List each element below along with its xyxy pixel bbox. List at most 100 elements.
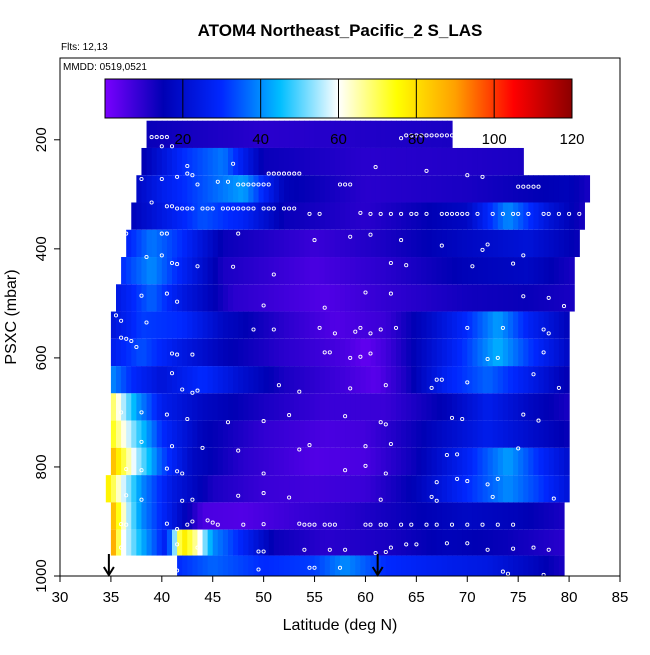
heatmap-cell [294, 393, 300, 421]
sample-point [388, 260, 393, 266]
heatmap-cell [278, 120, 285, 148]
x-tick-label: 85 [612, 589, 629, 606]
sample-point [159, 135, 164, 140]
heatmap-cell [401, 120, 407, 148]
heatmap-cell [431, 311, 438, 339]
sample-point [531, 372, 536, 377]
heatmap-cell [477, 311, 484, 339]
heatmap-cell [238, 147, 244, 176]
heatmap-cell [294, 338, 300, 367]
heatmap-cell [497, 447, 504, 476]
heatmap-cell [334, 529, 341, 556]
heatmap-cell [228, 338, 234, 367]
heatmap-cell [492, 147, 499, 176]
heatmap-cell [508, 338, 514, 367]
heatmap-cell [243, 202, 249, 230]
heatmap-cell [523, 338, 529, 367]
heatmap-cell [324, 284, 331, 312]
sample-point [169, 371, 175, 376]
heatmap-cell [360, 366, 367, 394]
sample-point [302, 547, 307, 552]
heatmap-cell [416, 393, 423, 421]
heatmap-cell [121, 502, 127, 530]
heatmap-cell [345, 147, 351, 176]
sample-point [455, 211, 460, 216]
heatmap-cell [217, 175, 224, 203]
heatmap-cell [533, 229, 540, 258]
heatmap-cell [401, 311, 407, 339]
sample-point [399, 238, 404, 243]
heatmap-cell [375, 502, 382, 530]
heatmap-cell [258, 555, 265, 576]
heatmap-cell [182, 338, 188, 367]
heatmap-cell [187, 338, 193, 367]
sample-point [231, 264, 236, 269]
heatmap-cell [518, 229, 524, 258]
heatmap-cell [273, 420, 280, 448]
heatmap-cell [182, 257, 188, 285]
heatmap-cell [182, 311, 188, 339]
sample-point [195, 545, 200, 550]
heatmap-cell [187, 202, 193, 230]
heatmap-cell [380, 120, 387, 148]
heatmap-cell [253, 420, 260, 448]
heatmap-cell [528, 555, 535, 576]
heatmap-cell [172, 420, 178, 448]
heatmap-cell [467, 175, 473, 203]
heatmap-cell [253, 229, 260, 258]
heatmap-cell [273, 202, 280, 230]
sample-point [505, 571, 511, 576]
heatmap-cell [502, 393, 509, 421]
heatmap-cell [131, 311, 137, 339]
heatmap-row [131, 202, 585, 230]
heatmap-cell [268, 447, 275, 476]
heatmap-cell [421, 229, 428, 258]
heatmap-cell [457, 555, 463, 576]
heatmap-cell [258, 229, 265, 258]
heatmap-cell [253, 393, 260, 421]
heatmap-cell [314, 555, 321, 576]
heatmap-cell [472, 338, 479, 367]
heatmap-cell [182, 555, 188, 576]
heatmap-cell [436, 175, 443, 203]
heatmap-cell [482, 147, 489, 176]
sample-point [139, 497, 144, 502]
sample-point [358, 210, 363, 215]
heatmap-cell [543, 311, 550, 339]
heatmap-cell [548, 338, 555, 367]
heatmap-row [110, 366, 570, 394]
heatmap-cell [482, 393, 489, 421]
heatmap-cell [426, 555, 433, 576]
heatmap-cell [452, 529, 458, 556]
heatmap-cell [187, 175, 193, 203]
heatmap-cell [411, 147, 417, 176]
heatmap-cell [141, 502, 148, 530]
heatmap-cell [416, 120, 423, 148]
sample-point [511, 261, 516, 266]
heatmap-cell [385, 120, 392, 148]
heatmap-cell [334, 366, 341, 394]
sample-point [536, 184, 541, 189]
sample-point [215, 522, 220, 527]
x-tick-label: 70 [459, 589, 476, 606]
heatmap-cell [233, 447, 239, 476]
sample-point [495, 476, 500, 481]
sample-point [490, 211, 495, 216]
heatmap-cell [350, 284, 356, 312]
heatmap-cell [289, 120, 295, 148]
heatmap-cell [207, 229, 214, 258]
sample-point [119, 545, 124, 550]
heatmap-cell [258, 257, 265, 285]
heatmap-cell [533, 338, 540, 367]
heatmap-cell [446, 475, 453, 503]
heatmap-cell [126, 284, 132, 312]
x-tick-label: 65 [408, 589, 425, 606]
sample-point [312, 238, 317, 243]
heatmap-cell [401, 393, 407, 421]
sample-point [281, 206, 287, 211]
heatmap-cell [212, 366, 219, 394]
heatmap-cell [548, 229, 555, 258]
heatmap-cell [558, 202, 565, 230]
heatmap-cell [212, 393, 219, 421]
heatmap-cell [166, 147, 173, 176]
